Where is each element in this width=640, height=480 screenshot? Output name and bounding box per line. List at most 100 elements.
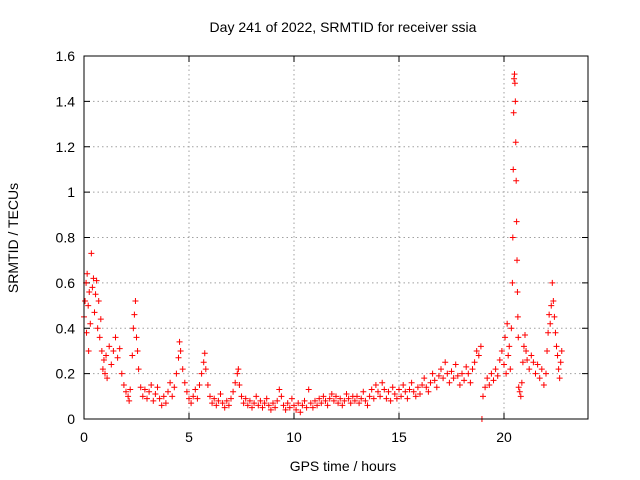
data-point bbox=[526, 366, 533, 373]
data-point bbox=[501, 361, 507, 368]
data-point bbox=[548, 302, 555, 309]
data-point bbox=[92, 291, 99, 298]
data-point bbox=[253, 393, 260, 400]
data-point bbox=[514, 288, 521, 295]
data-point bbox=[176, 338, 183, 345]
data-point bbox=[404, 395, 411, 402]
data-point bbox=[477, 343, 484, 350]
data-point bbox=[435, 372, 442, 379]
data-point bbox=[114, 354, 121, 361]
data-point bbox=[461, 377, 468, 384]
data-point bbox=[427, 379, 434, 386]
data-point bbox=[98, 347, 105, 354]
data-point bbox=[165, 388, 171, 395]
data-point bbox=[196, 381, 203, 388]
data-point bbox=[545, 329, 552, 336]
data-point bbox=[524, 357, 531, 364]
data-point bbox=[324, 402, 331, 409]
data-point bbox=[444, 370, 451, 377]
data-point bbox=[339, 402, 346, 409]
data-point bbox=[173, 370, 180, 377]
data-point bbox=[244, 402, 251, 409]
data-point bbox=[330, 397, 337, 404]
chart-title: Day 241 of 2022, SRMTID for receiver ssi… bbox=[210, 19, 477, 35]
data-point bbox=[366, 393, 373, 400]
data-point bbox=[207, 393, 213, 400]
data-point bbox=[103, 352, 110, 359]
data-point bbox=[351, 397, 358, 404]
data-point bbox=[255, 402, 262, 409]
data-point bbox=[510, 166, 517, 173]
data-point bbox=[504, 320, 511, 327]
data-point bbox=[141, 386, 148, 393]
data-point bbox=[213, 402, 220, 409]
data-point bbox=[494, 372, 501, 379]
data-point bbox=[469, 366, 476, 373]
data-point bbox=[102, 370, 108, 377]
data-point bbox=[160, 393, 167, 400]
data-point bbox=[515, 334, 522, 341]
data-point bbox=[320, 393, 327, 400]
data-point bbox=[456, 381, 463, 388]
data-point bbox=[520, 343, 527, 350]
data-point bbox=[190, 393, 197, 400]
data-point bbox=[246, 397, 253, 404]
data-point bbox=[393, 395, 400, 402]
data-point bbox=[547, 320, 554, 327]
data-point bbox=[509, 234, 516, 241]
data-point bbox=[211, 395, 218, 402]
data-point bbox=[473, 347, 480, 354]
data-point bbox=[181, 379, 188, 386]
data-point bbox=[345, 395, 352, 402]
data-point bbox=[97, 316, 104, 323]
data-point bbox=[557, 359, 564, 366]
data-point bbox=[221, 404, 228, 411]
data-point bbox=[194, 395, 201, 402]
data-point bbox=[183, 388, 190, 395]
data-point bbox=[381, 386, 388, 393]
data-points bbox=[81, 71, 565, 422]
data-point bbox=[517, 393, 524, 400]
data-point bbox=[429, 370, 436, 377]
data-point bbox=[299, 402, 306, 409]
data-point bbox=[85, 347, 92, 354]
data-point bbox=[406, 386, 413, 393]
data-point bbox=[414, 384, 421, 391]
data-point bbox=[514, 313, 521, 320]
data-point bbox=[108, 361, 115, 368]
data-point bbox=[127, 386, 134, 393]
data-point bbox=[129, 352, 136, 359]
data-point bbox=[412, 393, 419, 400]
data-point bbox=[309, 404, 316, 411]
data-point bbox=[506, 343, 513, 350]
data-point bbox=[288, 395, 295, 402]
data-point bbox=[232, 379, 239, 386]
data-point bbox=[419, 381, 426, 388]
data-point bbox=[333, 393, 339, 400]
data-point bbox=[236, 381, 243, 388]
data-point bbox=[433, 384, 440, 391]
data-point bbox=[240, 400, 247, 407]
data-point bbox=[522, 332, 528, 339]
data-point bbox=[425, 388, 432, 395]
data-point bbox=[328, 391, 335, 398]
data-point bbox=[519, 359, 526, 366]
data-point bbox=[396, 386, 402, 393]
data-point bbox=[177, 347, 184, 354]
data-point bbox=[201, 350, 208, 357]
data-point bbox=[135, 366, 142, 373]
data-point bbox=[188, 400, 195, 407]
data-point bbox=[362, 397, 369, 404]
data-point bbox=[175, 354, 182, 361]
data-point bbox=[249, 404, 255, 411]
data-point bbox=[364, 402, 371, 409]
data-point bbox=[104, 375, 111, 382]
data-point bbox=[217, 391, 224, 398]
data-point bbox=[516, 388, 523, 395]
y-axis-label: SRMTID / TECUs bbox=[5, 183, 21, 293]
data-point bbox=[507, 366, 514, 373]
data-point bbox=[454, 372, 461, 379]
y-tick-label: 1.4 bbox=[56, 93, 76, 109]
data-point bbox=[385, 388, 392, 395]
